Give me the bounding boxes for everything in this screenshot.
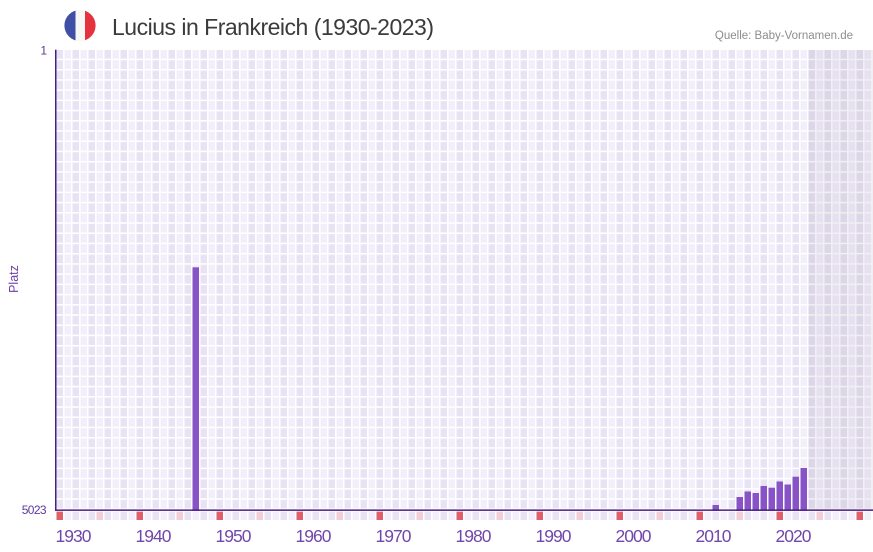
svg-text:1950: 1950 <box>216 526 252 546</box>
svg-text:2000: 2000 <box>616 526 652 546</box>
svg-text:5023: 5023 <box>22 503 47 517</box>
svg-text:2010: 2010 <box>696 526 732 546</box>
svg-text:1: 1 <box>40 44 47 58</box>
svg-text:1990: 1990 <box>536 526 572 546</box>
svg-text:Quelle: Baby-Vornamen.de: Quelle: Baby-Vornamen.de <box>715 30 853 42</box>
svg-text:1960: 1960 <box>296 526 332 546</box>
svg-text:1930: 1930 <box>56 526 92 546</box>
svg-text:1980: 1980 <box>456 526 492 546</box>
svg-text:Platz: Platz <box>7 265 21 293</box>
svg-text:1970: 1970 <box>376 526 412 546</box>
svg-text:1940: 1940 <box>136 526 172 546</box>
svg-text:2020: 2020 <box>776 526 812 546</box>
svg-text:Lucius in Frankreich (1930-202: Lucius in Frankreich (1930-2023) <box>112 14 434 40</box>
